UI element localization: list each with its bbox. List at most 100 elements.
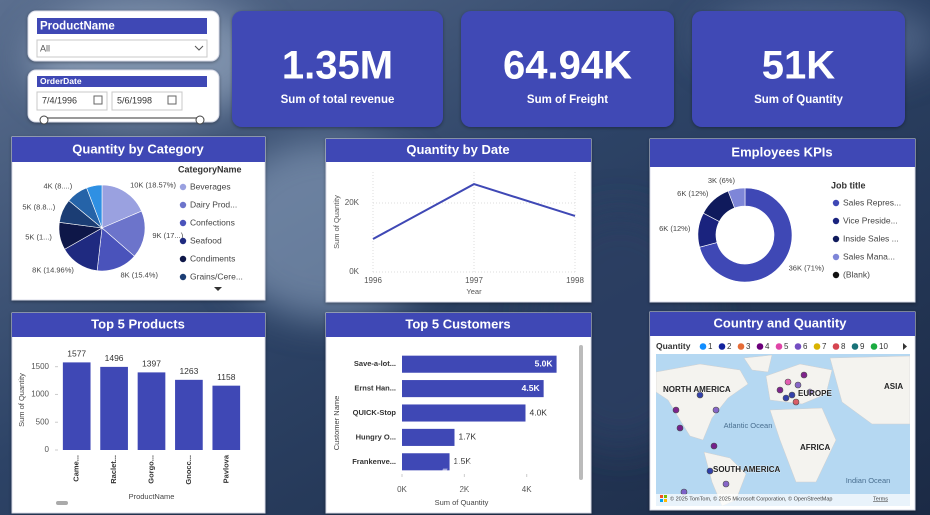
chart-title: Top 5 Products: [91, 316, 185, 331]
legend-label: Vice Preside...: [843, 215, 898, 225]
bar: [402, 404, 526, 422]
legend-marker: [756, 343, 764, 350]
slicer-header: [37, 18, 207, 34]
bar: [62, 362, 91, 450]
legend-marker: [179, 219, 187, 227]
legend-label: Inside Sales ...: [843, 233, 899, 243]
date-handle[interactable]: [195, 115, 205, 125]
chart-title: Employees KPIs: [731, 144, 832, 159]
x-tick-label: Raclet...: [109, 455, 118, 484]
date-handle[interactable]: [39, 115, 49, 125]
data-label: 4K (8....): [43, 182, 72, 191]
legend-marker: [832, 235, 840, 243]
data-label: 1263: [179, 366, 198, 376]
legend-marker: [832, 271, 840, 279]
legend-label: Beverages: [190, 181, 231, 191]
date-from-box[interactable]: [36, 91, 108, 111]
slice: [727, 187, 746, 209]
data-label: 6K (12%): [677, 189, 709, 198]
legend-marker: [832, 253, 840, 261]
slice: [101, 210, 146, 257]
legend-marker: [179, 255, 187, 263]
slice: [699, 187, 793, 283]
x-tick-label: 1996: [364, 276, 382, 285]
y-tick-label: Save-a-lot...: [354, 359, 396, 368]
kpi-card: [461, 11, 674, 127]
data-label: 8K (15.4%): [120, 271, 158, 280]
chart-title: Top 5 Customers: [405, 316, 510, 331]
x-tick-label: Gnocc...: [184, 455, 193, 485]
date-from: 7/4/1996: [42, 95, 77, 105]
x-tick-label: Gorgo...: [146, 455, 155, 484]
calendar-icon[interactable]: [167, 95, 177, 105]
map-label: SOUTH AMERICA: [713, 465, 780, 474]
watermark: mostaql.com: [423, 485, 508, 502]
y-tick-label: 1500: [31, 362, 49, 371]
calendar-icon[interactable]: [93, 95, 103, 105]
x-tick-label: 1998: [566, 276, 584, 285]
y-axis-label: Customer Name: [332, 396, 341, 451]
y-tick-label: 20K: [345, 198, 360, 207]
y-tick-label: Frankenve...: [352, 457, 396, 466]
data-label: 10K (18.57%): [130, 180, 176, 189]
x-tick-label: Came...: [72, 455, 81, 482]
slice: [101, 184, 142, 229]
legend-label: Confections: [190, 217, 235, 227]
y-tick-label: 1000: [31, 390, 49, 399]
map-attribution: © 2025 TomTom, © 2025 Microsoft Corporat…: [670, 495, 832, 502]
legend-label: Condiments: [190, 253, 235, 263]
legend-label: 5: [784, 342, 789, 351]
legend-marker: [179, 183, 187, 191]
legend-label: Dairy Prod...: [190, 199, 237, 209]
map-label: NORTH AMERICA: [663, 385, 731, 394]
kpi-card: [232, 11, 443, 127]
legend-marker: [775, 343, 783, 350]
legend-marker: [699, 343, 707, 350]
kpi-label: Sum of Freight: [527, 94, 608, 106]
slicer-title: OrderDate: [40, 76, 82, 86]
slicer-header: [37, 76, 207, 87]
map-label: ASIA: [884, 382, 903, 391]
x-axis-label: Year: [466, 287, 482, 296]
legend-label: 4: [765, 342, 770, 351]
legend-marker: [718, 343, 726, 350]
data-label: 1496: [105, 353, 124, 363]
legend-marker: [179, 237, 187, 245]
scrollbar: [579, 345, 583, 480]
slicer-dropdown[interactable]: [36, 39, 208, 58]
line: [372, 183, 576, 240]
title-bars: [12, 137, 915, 337]
x-axis-label: ProductName: [129, 492, 175, 501]
data-label: 5.0K: [535, 358, 554, 368]
data-label: 1158: [217, 372, 236, 382]
bar: [212, 385, 241, 450]
data-label: 1397: [142, 359, 161, 369]
legend-scroll: [214, 287, 222, 291]
kpi-value: 1.35M: [282, 44, 393, 88]
legend-label: 10: [879, 342, 888, 351]
legend-scroll[interactable]: [903, 343, 907, 350]
dropdown-chevron: [194, 45, 204, 51]
map-terms: Terms: [873, 496, 888, 502]
bar: [137, 372, 166, 450]
kpi-value: 51K: [762, 44, 835, 88]
chart-title: Country and Quantity: [714, 315, 848, 330]
legend-title: Quantity: [656, 341, 691, 351]
map-logo: [660, 495, 667, 502]
bar: [402, 380, 544, 398]
map[interactable]: [656, 354, 910, 506]
legend-marker: [870, 343, 878, 350]
legend-label: 8: [841, 342, 846, 351]
legend-label: Grains/Cere...: [190, 271, 243, 281]
data-label: 5K (1...): [25, 233, 52, 242]
legend-marker: [813, 343, 821, 350]
legend-marker: [179, 201, 187, 209]
kpi-card: [692, 11, 905, 127]
legend-title: Job title: [831, 180, 866, 190]
date-to-box[interactable]: [111, 91, 183, 111]
bar: [402, 453, 450, 471]
kpi-value: 64.94K: [503, 44, 632, 88]
legend-label: 2: [727, 342, 732, 351]
map-label: Atlantic Ocean: [724, 421, 773, 430]
